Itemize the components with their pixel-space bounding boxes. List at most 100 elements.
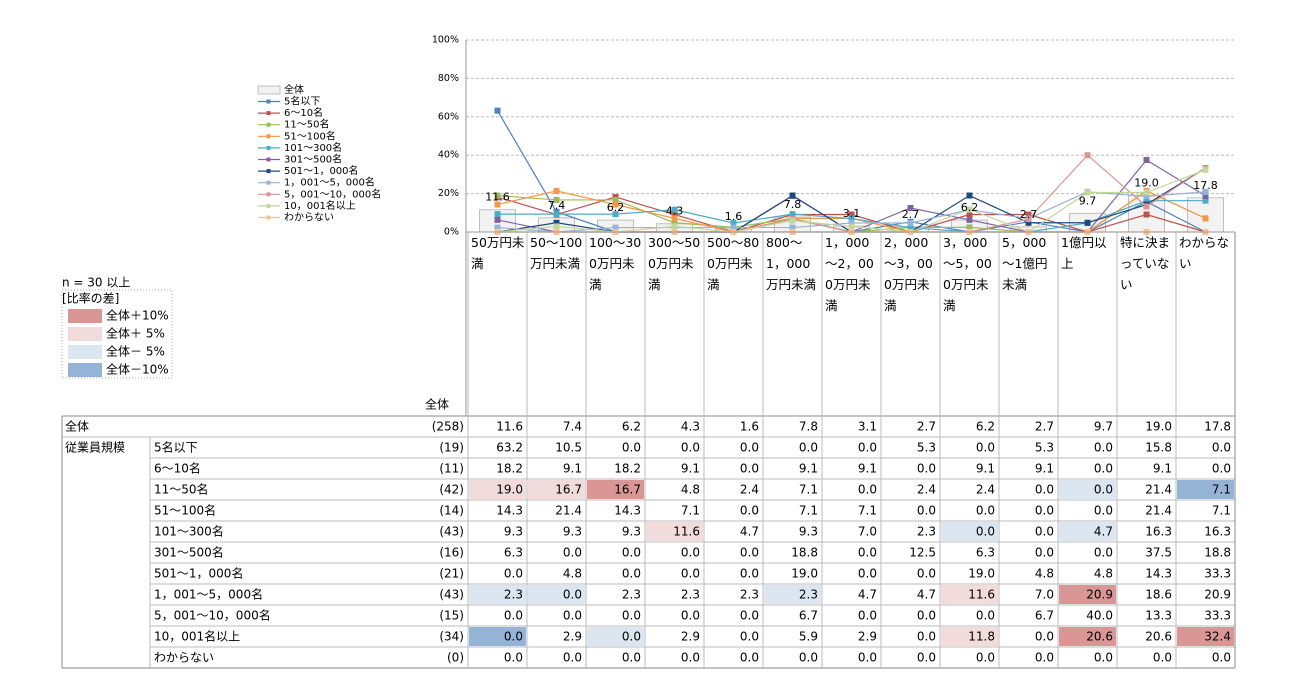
- cell-value: 0.0: [622, 651, 641, 665]
- legend-label: 5名以下: [284, 95, 320, 108]
- data-label: 11.6: [485, 191, 510, 204]
- row-count: (11): [439, 462, 464, 476]
- row-count: (19): [439, 441, 464, 455]
- shade-swatch: [68, 309, 102, 323]
- legend-label: 10，001名以上: [284, 199, 356, 212]
- marker: [553, 196, 560, 203]
- legend-label: 501～1，000名: [284, 164, 359, 177]
- marker: [494, 201, 501, 208]
- cell-shade: [1059, 480, 1116, 499]
- cell-value: 18.8: [791, 546, 818, 560]
- legend-label: 11～50名: [284, 118, 329, 131]
- cell-value: 0.0: [1153, 651, 1172, 665]
- cell-value: 0.0: [622, 567, 641, 581]
- cell-value: 0.0: [681, 441, 700, 455]
- cell-value: 0.0: [1035, 546, 1054, 560]
- cell-shade: [469, 585, 526, 604]
- cell-value: 0.0: [799, 651, 818, 665]
- data-label: 19.0: [1134, 177, 1159, 190]
- row-label: 51～100名: [154, 503, 216, 518]
- cell-value: 0.0: [504, 567, 523, 581]
- marker: [494, 216, 501, 223]
- row-label: 6～10名: [154, 461, 201, 476]
- marker: [553, 187, 560, 194]
- cell-value: 2.7: [1035, 420, 1054, 434]
- legend-marker: [266, 111, 271, 116]
- cell-value: 0.0: [740, 651, 759, 665]
- cell-value: 14.3: [1145, 567, 1172, 581]
- marker: [1202, 166, 1209, 173]
- data-label: 17.8: [1193, 179, 1218, 192]
- cell-value: 0.0: [740, 546, 759, 560]
- marker: [907, 219, 914, 226]
- cell-value: 4.8: [1035, 567, 1054, 581]
- cell-value: 0.0: [681, 651, 700, 665]
- cell-value: 20.6: [1145, 630, 1172, 644]
- marker: [730, 219, 737, 226]
- legend-label: 全体: [284, 83, 304, 96]
- legend-marker: [266, 180, 271, 185]
- marker: [1143, 203, 1150, 210]
- cell-value: 0.0: [858, 609, 877, 623]
- marker: [553, 223, 560, 230]
- marker: [730, 224, 737, 231]
- cell-value: 0.0: [563, 588, 582, 602]
- column-header: 特に決まっていない: [1120, 235, 1171, 292]
- cell-value: 9.1: [1035, 462, 1054, 476]
- legend-label: わからない: [284, 212, 334, 224]
- cell-shade: [1059, 585, 1116, 604]
- cell-value: 0.0: [681, 546, 700, 560]
- marker: [789, 217, 796, 224]
- row-label: 1，001～5，000名: [154, 587, 263, 602]
- cell-value: 0.0: [1035, 483, 1054, 497]
- marker: [1143, 197, 1150, 204]
- cell-shade: [941, 522, 998, 541]
- legend-marker: [266, 134, 271, 139]
- cell-shade: [1177, 480, 1234, 499]
- cell-value: 16.7: [555, 483, 582, 497]
- cell-value: 40.0: [1086, 609, 1113, 623]
- cell-value: 0.0: [563, 651, 582, 665]
- marker: [1143, 193, 1150, 200]
- cell-value: 5.9: [799, 630, 818, 644]
- cell-value: 0.0: [563, 609, 582, 623]
- data-label: 2.7: [902, 208, 920, 221]
- cell-value: 16.7: [614, 483, 641, 497]
- cell-value: 0.0: [740, 630, 759, 644]
- cell-value: 2.4: [917, 483, 936, 497]
- cell-value: 0.0: [622, 609, 641, 623]
- shade-label: 全体－10%: [106, 362, 169, 377]
- marker: [966, 192, 973, 199]
- cell-value: 0.0: [1094, 483, 1113, 497]
- cell-value: 0.0: [976, 609, 995, 623]
- shade-swatch: [68, 363, 102, 377]
- cell-value: 0.0: [1094, 441, 1113, 455]
- cell-shade: [469, 480, 526, 499]
- cell-value: 0.0: [1094, 546, 1113, 560]
- cell-value: 12.5: [909, 546, 936, 560]
- cell-value: 18.6: [1145, 588, 1172, 602]
- marker: [553, 219, 560, 226]
- cell-value: 0.0: [858, 567, 877, 581]
- cell-value: 21.4: [1145, 483, 1172, 497]
- marker: [1084, 189, 1091, 196]
- cell-value: 0.0: [976, 651, 995, 665]
- marker: [1202, 197, 1209, 204]
- marker: [1143, 157, 1150, 163]
- note: [比率の差]: [62, 291, 119, 306]
- marker: [1143, 189, 1150, 196]
- column-header: 500～800万円未満: [707, 235, 760, 292]
- cell-value: 0.0: [917, 462, 936, 476]
- cell-value: 4.3: [681, 420, 700, 434]
- cell-value: 9.1: [1153, 462, 1172, 476]
- group-label: 従業員規模: [65, 440, 125, 455]
- cell-value: 2.3: [681, 588, 700, 602]
- row-count: (42): [439, 483, 464, 497]
- marker: [671, 219, 678, 226]
- marker: [907, 205, 914, 211]
- cell-value: 6.2: [622, 420, 641, 434]
- row-count: (258): [432, 420, 464, 434]
- cell-value: 9.3: [622, 525, 641, 539]
- cell-value: 0.0: [976, 504, 995, 518]
